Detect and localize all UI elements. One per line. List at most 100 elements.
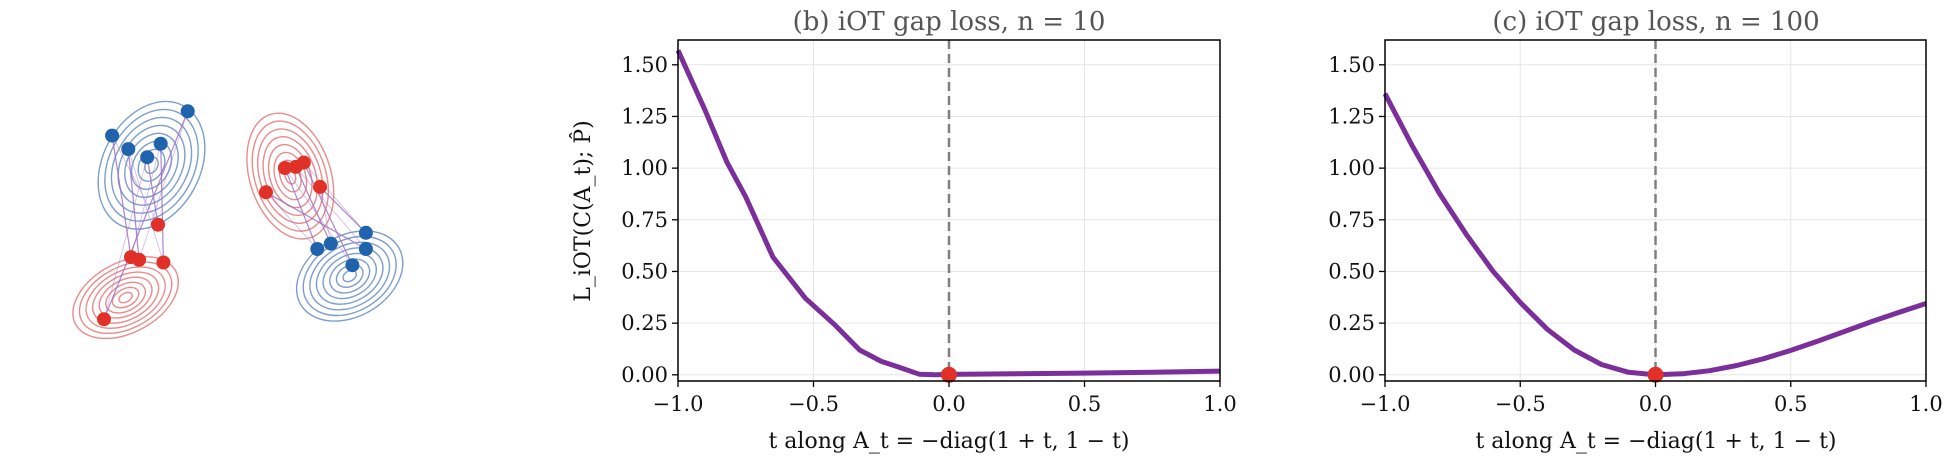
point-blue (345, 258, 360, 273)
tick-label-y: 1.50 (1328, 53, 1375, 77)
tick-label-y: 0.00 (621, 363, 668, 387)
contour-ellipse (91, 271, 160, 324)
tick-label-y: 1.00 (621, 156, 668, 180)
contour-ellipse (118, 291, 133, 304)
matching-line (111, 135, 132, 258)
matching-line (146, 157, 159, 225)
panel-c-title: (c) iOT gap loss, n = 100 (1492, 7, 1819, 37)
tick-label-y: 0.25 (1328, 311, 1375, 335)
contour-ellipse (97, 100, 206, 230)
matching-line (127, 148, 164, 263)
contour-ellipse (85, 266, 166, 329)
point-blue (180, 104, 195, 119)
point-red (277, 161, 292, 175)
points (97, 104, 373, 327)
tick-label-y: 1.25 (1328, 104, 1375, 128)
tick-label-x: 1.0 (1909, 392, 1942, 416)
panel-loss-n10: (b) iOT gap loss, n = 10 −1.0 −0.5 0.0 0.5 1… (570, 7, 1237, 454)
tick-label-x: 0.5 (1774, 392, 1807, 416)
tick-label-y: 0.75 (1328, 208, 1375, 232)
contour-ellipse (251, 120, 329, 232)
contour-ellipse (246, 112, 335, 240)
matching-line (303, 162, 353, 266)
panel-b-marker (941, 366, 957, 383)
matching-line (295, 166, 367, 250)
matching-line (295, 166, 332, 244)
tick-label-y: 0.50 (621, 259, 668, 283)
matching-line (265, 192, 318, 250)
tick-label-x: −1.0 (653, 392, 704, 416)
contour-ellipse (309, 241, 391, 311)
contour-ellipse (329, 258, 371, 294)
panel-loss-n100: (c) iOT gap loss, n = 100 −1.0 −0.5 0.0 0.5… (1328, 7, 1942, 454)
point-red (156, 255, 171, 270)
tick-label-y: 0.00 (1328, 363, 1375, 387)
matching-line (319, 186, 332, 244)
contour-ellipse (98, 276, 153, 319)
point-red (151, 217, 165, 232)
tick-label-x: 0.0 (1639, 392, 1672, 416)
matching-lines (103, 111, 367, 320)
contour-ellipse (335, 264, 364, 288)
matching-line (265, 191, 367, 250)
point-blue (105, 128, 120, 143)
matching-line (160, 143, 164, 263)
matching-line (319, 186, 367, 234)
matching-line (303, 162, 367, 234)
panel-c-marker (1647, 366, 1664, 383)
tick-label-x: 0.0 (932, 392, 965, 416)
contour-ellipse (342, 269, 358, 283)
contour-ellipse (302, 235, 397, 317)
point-blue (358, 242, 373, 256)
panel-b-ylabel: L_iOT(C(A_t); P̂) (570, 120, 596, 301)
matching-line (111, 135, 159, 225)
tick-label-x: 1.0 (1203, 392, 1236, 416)
point-blue (140, 150, 155, 165)
point-blue (310, 242, 325, 256)
panel-c-xlabel: t along A_t = −diag(1 + t, 1 − t) (1475, 429, 1836, 454)
tick-label-x: 0.5 (1068, 392, 1101, 416)
contour-ellipse (257, 128, 324, 224)
contour-ellipse (72, 256, 180, 340)
tick-label-y: 0.50 (1328, 259, 1375, 283)
tick-label-y: 1.00 (1328, 156, 1375, 180)
matching-line (103, 157, 148, 320)
point-red (259, 185, 273, 200)
panel-point-clouds (72, 100, 404, 340)
contour-ellipse (315, 247, 384, 305)
tick-label-y: 1.25 (621, 104, 668, 128)
contour-ellipse (78, 261, 173, 335)
matching-line (103, 111, 189, 320)
point-blue (121, 142, 136, 157)
contours (72, 100, 404, 340)
panel-b-curve (675, 49, 1221, 378)
point-red (97, 312, 111, 327)
point-red (296, 155, 311, 170)
matching-line (284, 167, 318, 250)
tick-label-y: 0.25 (621, 311, 668, 335)
panel-b-ticks: −1.0 −0.5 0.0 0.5 1.0 0.00 0.25 0.50 0.75 1.00 1.2… (621, 53, 1236, 416)
contour-ellipse (278, 159, 302, 193)
tick-label-y: 0.75 (621, 208, 668, 232)
matching-line (138, 111, 189, 260)
contour-ellipse (111, 286, 140, 309)
contour-ellipse (262, 136, 319, 217)
point-blue (153, 136, 168, 151)
tick-label-x: −0.5 (788, 392, 839, 416)
contour-ellipse (322, 252, 377, 300)
point-blue (323, 236, 338, 251)
matching-line (130, 143, 162, 258)
point-red (313, 179, 327, 194)
contour-ellipse (110, 116, 193, 214)
tick-label-x: −0.5 (1495, 392, 1546, 416)
panel-c-ticks: −1.0 −0.5 0.0 0.5 1.0 0.00 0.25 0.50 0.75 1.00 1.2… (1328, 53, 1942, 416)
panel-b-title: (b) iOT gap loss, n = 10 (793, 7, 1106, 37)
contour-ellipse (104, 108, 199, 222)
matching-line (127, 149, 140, 260)
point-blue (358, 225, 373, 240)
tick-label-y: 1.50 (621, 53, 668, 77)
point-red (132, 252, 147, 267)
panel-b-xlabel: t along A_t = −diag(1 + t, 1 − t) (768, 429, 1129, 454)
tick-label-x: −1.0 (1360, 392, 1411, 416)
